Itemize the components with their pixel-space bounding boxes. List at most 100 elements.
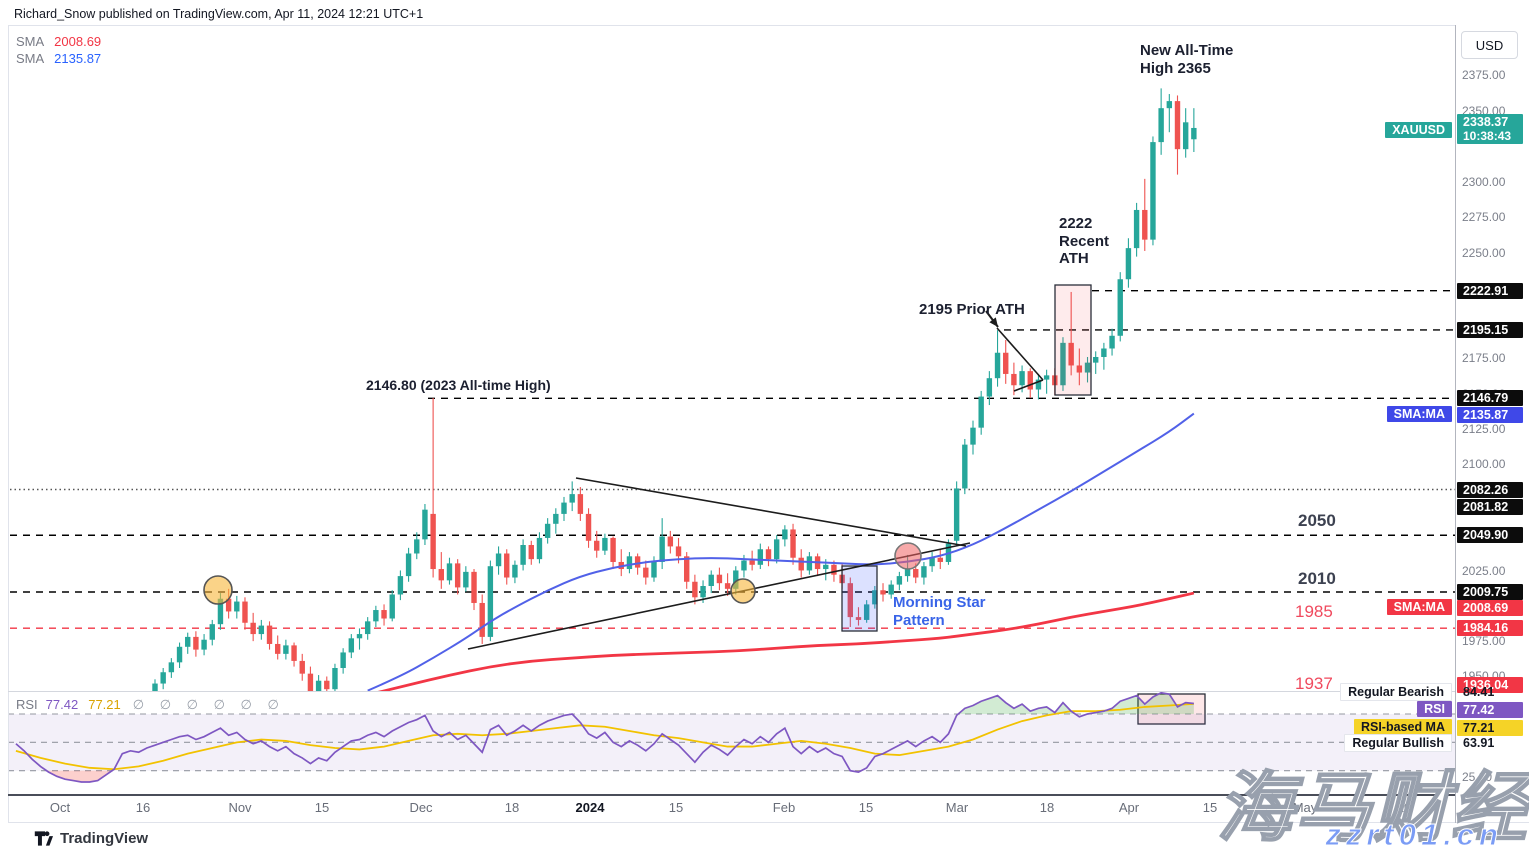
candle-body: [168, 662, 175, 673]
candle-body: [520, 545, 526, 565]
tradingview-logo-icon: [34, 831, 53, 846]
candle-body: [757, 549, 764, 565]
candle-body: [798, 557, 804, 571]
candle-body: [1166, 101, 1173, 109]
candle-body: [1043, 375, 1050, 380]
candle-body: [594, 540, 600, 551]
candle-body: [504, 553, 510, 578]
candle-body: [962, 444, 968, 489]
candle-body: [806, 556, 813, 571]
candle-body: [324, 680, 330, 690]
rsi-ma-line[interactable]: [15, 702, 1194, 771]
candle-body: [430, 513, 436, 570]
candle-body: [495, 553, 502, 567]
candlestick-series[interactable]: [152, 88, 1197, 704]
candle-body: [675, 546, 682, 557]
candle-body: [790, 529, 796, 558]
candle-body: [1133, 209, 1140, 249]
candle-body: [561, 502, 567, 514]
candle-body: [356, 634, 363, 639]
candle-body: [422, 509, 428, 540]
candle-body: [610, 537, 616, 562]
candle-body: [1191, 127, 1197, 140]
candle-body: [1068, 342, 1074, 366]
candle-body: [880, 590, 886, 595]
rsi-pane[interactable]: [8, 692, 1455, 783]
sma-fast-line[interactable]: [368, 591, 1195, 695]
candle-body: [855, 617, 862, 620]
candle-body: [283, 645, 289, 654]
candle-body: [716, 574, 723, 584]
rsi-overbought-fill: [958, 695, 1076, 714]
candle-body: [512, 564, 518, 578]
candle-body: [242, 601, 248, 623]
candle-body: [684, 556, 690, 582]
trendline-3[interactable]: [1013, 379, 1044, 392]
candle-body: [438, 569, 444, 581]
candle-body: [160, 672, 166, 684]
candle-body: [381, 610, 387, 619]
candle-body: [978, 396, 984, 428]
candle-body: [708, 574, 714, 587]
candle-body: [904, 569, 911, 577]
candle-body: [692, 581, 698, 598]
marker-circle[interactable]: [730, 578, 756, 604]
candle-body: [994, 352, 1001, 379]
candle-body: [348, 638, 355, 653]
candle-body: [209, 624, 215, 640]
candle-body: [315, 680, 322, 691]
candle-body: [528, 545, 534, 560]
candle-body: [553, 513, 559, 524]
candle-body: [397, 576, 404, 595]
candle-body: [217, 598, 224, 625]
candle-body: [1019, 371, 1025, 386]
highlight-box[interactable]: [841, 565, 878, 632]
currency-toggle-button[interactable]: USD: [1461, 31, 1518, 59]
candle-body: [1142, 209, 1148, 240]
candle-body: [634, 556, 641, 568]
candle-body: [225, 598, 232, 612]
candle-body: [863, 604, 870, 620]
candle-body: [569, 494, 575, 503]
candle-body: [741, 560, 747, 571]
candle-body: [986, 378, 993, 397]
candle-body: [291, 645, 297, 661]
rsi-line[interactable]: [15, 692, 1194, 783]
trendline-1[interactable]: [467, 542, 971, 650]
sma-slow-line[interactable]: [367, 412, 1195, 691]
candle-body: [201, 639, 207, 650]
candle-body: [577, 494, 584, 514]
candle-body: [193, 636, 199, 650]
candle-body: [487, 566, 494, 637]
candle-body: [1035, 379, 1042, 390]
candle-body: [373, 610, 379, 622]
rsi-oversold-fill: [46, 770, 113, 783]
candle-body: [872, 590, 878, 605]
trendline-0[interactable]: [575, 477, 967, 547]
candle-body: [1150, 142, 1156, 240]
candle-body: [364, 621, 371, 635]
candle-body: [667, 536, 674, 547]
candle-body: [479, 602, 485, 637]
candle-body: [700, 586, 706, 598]
candle-body: [1027, 371, 1033, 390]
candle-body: [896, 576, 903, 585]
marker-circle[interactable]: [203, 575, 233, 605]
trendline-2[interactable]: [996, 327, 1044, 381]
candle-body: [234, 601, 240, 612]
marker-circle[interactable]: [894, 542, 922, 570]
candle-body: [921, 566, 927, 578]
candle-body: [152, 683, 158, 691]
candle-body: [544, 523, 551, 538]
candle-body: [847, 583, 853, 618]
candle-body: [463, 571, 469, 588]
candle-body: [585, 513, 592, 541]
highlight-box[interactable]: [1054, 284, 1092, 396]
candle-body: [913, 569, 919, 578]
candle-body: [1109, 335, 1115, 349]
price-pane[interactable]: [10, 88, 1455, 704]
footer-brand[interactable]: TradingView: [34, 829, 148, 848]
candle-body: [1101, 348, 1107, 357]
